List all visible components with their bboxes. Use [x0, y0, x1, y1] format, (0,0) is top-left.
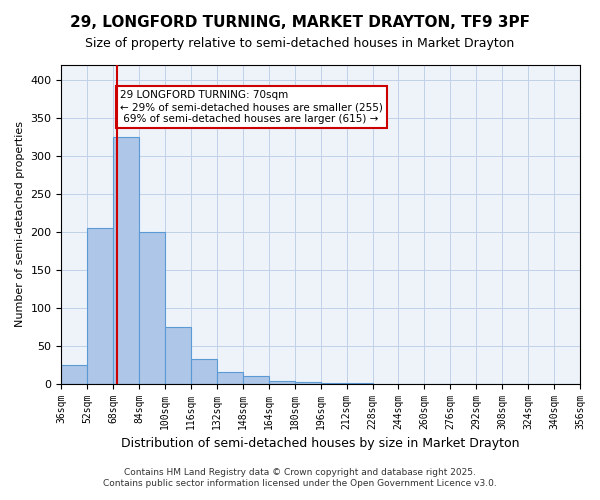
- Bar: [139, 232, 165, 384]
- Text: Contains HM Land Registry data © Crown copyright and database right 2025.
Contai: Contains HM Land Registry data © Crown c…: [103, 468, 497, 487]
- Bar: [217, 372, 243, 384]
- Bar: [321, 383, 347, 384]
- Bar: [191, 360, 217, 384]
- Y-axis label: Number of semi-detached properties: Number of semi-detached properties: [15, 122, 25, 328]
- Bar: [269, 382, 295, 384]
- Bar: [113, 137, 139, 384]
- Text: Size of property relative to semi-detached houses in Market Drayton: Size of property relative to semi-detach…: [85, 38, 515, 51]
- Bar: [88, 228, 113, 384]
- Bar: [61, 364, 88, 384]
- Text: 29 LONGFORD TURNING: 70sqm
← 29% of semi-detached houses are smaller (255)
 69% : 29 LONGFORD TURNING: 70sqm ← 29% of semi…: [120, 90, 383, 124]
- Bar: [295, 382, 321, 384]
- X-axis label: Distribution of semi-detached houses by size in Market Drayton: Distribution of semi-detached houses by …: [121, 437, 520, 450]
- Bar: [243, 376, 269, 384]
- Text: 29, LONGFORD TURNING, MARKET DRAYTON, TF9 3PF: 29, LONGFORD TURNING, MARKET DRAYTON, TF…: [70, 15, 530, 30]
- Bar: [347, 383, 373, 384]
- Bar: [165, 327, 191, 384]
